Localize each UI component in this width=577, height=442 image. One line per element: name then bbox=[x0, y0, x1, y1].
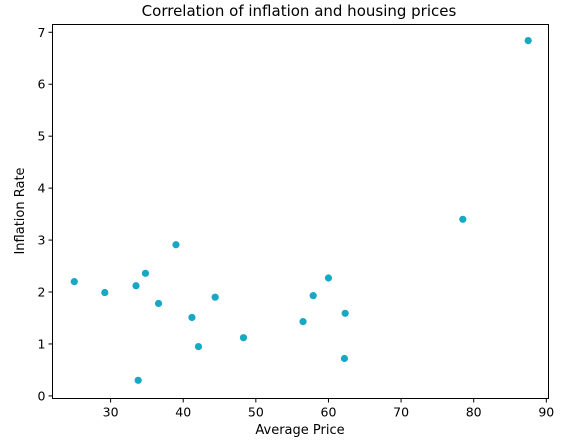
data-points bbox=[70, 37, 532, 384]
data-point bbox=[134, 376, 142, 384]
data-point bbox=[524, 37, 532, 45]
data-point bbox=[324, 274, 333, 282]
data-point bbox=[211, 293, 219, 301]
y-tick-label: 5 bbox=[38, 129, 46, 144]
y-tick-label: 0 bbox=[38, 388, 46, 403]
x-axis-label: Average Price bbox=[255, 423, 344, 438]
data-point bbox=[154, 299, 163, 308]
plot-frame bbox=[52, 24, 549, 399]
data-point bbox=[340, 354, 349, 363]
y-tick-label: 1 bbox=[38, 336, 46, 351]
data-point bbox=[239, 334, 248, 342]
y-tick-label: 2 bbox=[38, 285, 46, 300]
data-point bbox=[101, 288, 109, 297]
x-tick-label: 60 bbox=[321, 405, 337, 420]
y-tick-label: 7 bbox=[38, 25, 46, 40]
y-axis-label: Inflation Rate bbox=[13, 167, 28, 254]
data-point bbox=[194, 342, 203, 351]
data-point bbox=[341, 309, 349, 317]
x-tick-label: 80 bbox=[466, 405, 482, 420]
data-point bbox=[299, 318, 307, 326]
data-point bbox=[172, 241, 180, 249]
y-axis-ticks: 0 1 2 3 4 5 6 7 bbox=[38, 25, 53, 403]
data-point bbox=[188, 313, 196, 322]
y-tick-label: 3 bbox=[38, 233, 46, 248]
x-tick-label: 30 bbox=[103, 405, 119, 420]
x-axis-ticks: 30 40 50 60 70 80 90 bbox=[103, 398, 554, 420]
data-point bbox=[141, 269, 150, 277]
data-point bbox=[459, 215, 467, 223]
chart-title: Correlation of inflation and housing pri… bbox=[142, 2, 457, 20]
x-tick-label: 90 bbox=[538, 405, 554, 420]
data-point bbox=[132, 282, 140, 290]
y-tick-label: 6 bbox=[38, 77, 46, 92]
x-tick-label: 50 bbox=[248, 405, 264, 420]
data-point bbox=[70, 278, 78, 286]
y-tick-label: 4 bbox=[38, 181, 46, 196]
x-tick-label: 40 bbox=[175, 405, 191, 420]
data-point bbox=[309, 292, 317, 300]
x-tick-label: 70 bbox=[393, 405, 409, 420]
